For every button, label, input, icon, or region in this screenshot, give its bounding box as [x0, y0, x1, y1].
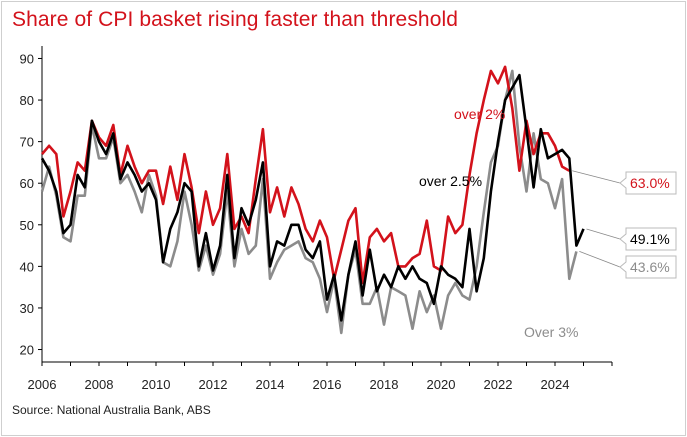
x-tick-label: 2012	[199, 377, 228, 392]
end-value-box	[619, 255, 677, 279]
end-value-box	[619, 171, 677, 195]
y-tick-label: 80	[20, 93, 34, 108]
callout-leader	[579, 251, 621, 268]
series-line-over-2-5-	[40, 73, 585, 322]
x-tick-label: 2022	[484, 377, 513, 392]
end-value-label: 49.1%	[630, 231, 670, 247]
end-value-box	[619, 227, 677, 251]
y-tick-label: 60	[20, 176, 34, 191]
x-tick-label: 2018	[370, 377, 399, 392]
series-line-over-3-	[40, 69, 578, 335]
y-tick-label: 40	[20, 259, 34, 274]
x-tick-label: 2006	[28, 377, 57, 392]
chart-title: Share of CPI basket rising faster than t…	[12, 8, 459, 31]
y-tick-label: 50	[20, 218, 34, 233]
series-lines	[40, 65, 585, 335]
end-value-label: 63.0%	[630, 175, 670, 191]
x-tick-label: 2008	[85, 377, 114, 392]
end-value-label: 43.6%	[630, 259, 670, 275]
series-line-over-2-	[41, 65, 570, 285]
x-tick-label: 2020	[427, 377, 456, 392]
x-tick-label: 2014	[256, 377, 285, 392]
series-labels: over 2% over 2.5% Over 3% 63.0% 49.1% 43.6%	[419, 106, 677, 340]
series-name-label: over 2%	[454, 106, 505, 122]
x-tick-label: 2024	[541, 377, 570, 392]
axes: 20 30 40 50 60 70 80 90 2006 2008 2010 2012 2014 2016…	[20, 46, 613, 392]
x-tick-label: 2010	[142, 377, 171, 392]
series-name-label: Over 3%	[524, 324, 578, 340]
y-tick-label: 70	[20, 135, 34, 150]
callout-leader	[586, 228, 621, 240]
y-tick-label: 30	[20, 301, 34, 316]
callout-leader	[572, 170, 621, 184]
y-tick-label: 20	[20, 343, 34, 358]
y-tick-label: 90	[20, 51, 34, 66]
source-note: Source: National Australia Bank, ABS	[12, 403, 211, 417]
series-name-label: over 2.5%	[419, 173, 482, 189]
x-tick-label: 2016	[313, 377, 342, 392]
